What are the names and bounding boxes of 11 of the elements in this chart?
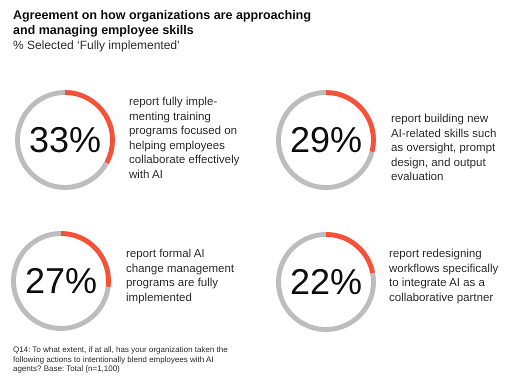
data-label: 33% bbox=[28, 118, 102, 160]
slice-label: report formal AI change management programs are fully implemented bbox=[126, 247, 234, 306]
chart-title: Agreement on how organizations are approaching and managing employee skills bbox=[13, 8, 311, 38]
data-label: 22% bbox=[290, 260, 362, 302]
data-label: 27% bbox=[24, 260, 98, 301]
data-label: 29% bbox=[290, 118, 362, 160]
slice-label: report fully imple- menting training programs focused on helping employees collaborate effectively with AI bbox=[129, 95, 240, 183]
chart-subtitle: % Selected ‘Fully implemented’ bbox=[13, 38, 180, 52]
text: Q14: To what extent, if at all, has your organization taken the following actions to intentionally blend employees with AI agents? Base: Total (n=1,100) bbox=[13, 345, 228, 374]
slice-label: report redesigning workflows specifically to integrate AI as a collaborative partner bbox=[389, 247, 498, 306]
slice-label: report building new AI-related skills such as oversight, prompt design, and output evaluation bbox=[391, 112, 496, 185]
